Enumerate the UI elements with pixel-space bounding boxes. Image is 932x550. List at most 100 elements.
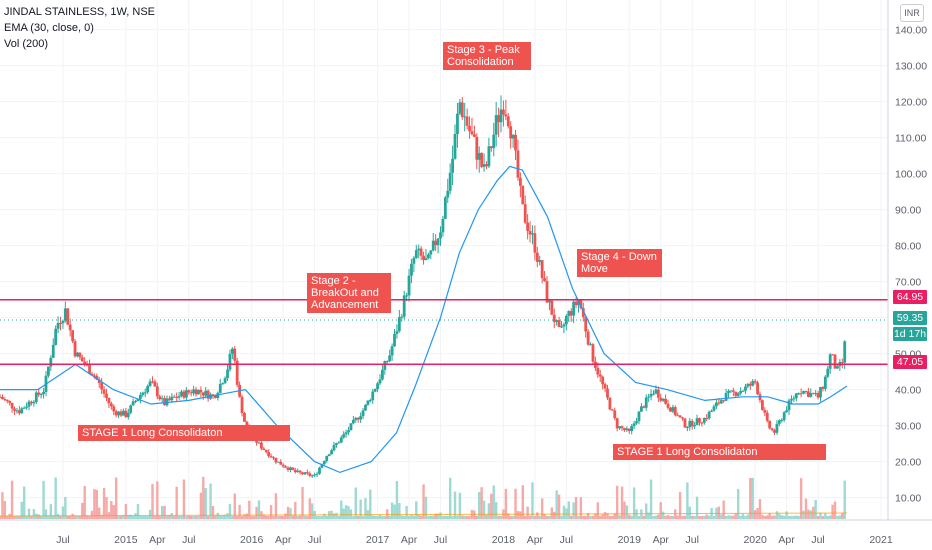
- volume-bar: [766, 515, 769, 519]
- candle-body: [470, 131, 474, 135]
- candle-body: [342, 434, 346, 438]
- volume-bar: [456, 515, 459, 519]
- annotation-stage1-right[interactable]: STAGE 1 Long Consolidaton: [613, 444, 826, 460]
- volume-bar: [567, 501, 570, 519]
- candle-body: [610, 409, 614, 411]
- time-axis[interactable]: Jul 2015 Apr Jul 2016 Apr Jul 2017 Apr Jul 2018 Apr…: [0, 519, 932, 546]
- volume-bar: [746, 514, 750, 519]
- volume-bar: [516, 511, 520, 519]
- ema-indicator-label[interactable]: EMA (30, close, 0): [4, 22, 94, 34]
- volume-bar: [647, 512, 650, 519]
- currency-badge[interactable]: INR: [900, 4, 924, 22]
- volume-bar: [405, 505, 408, 519]
- volume-bar: [410, 514, 413, 519]
- annotation-stage4[interactable]: Stage 4 - Down Move: [577, 249, 662, 277]
- candle-body: [356, 417, 360, 420]
- x-tick-label: Apr: [401, 534, 418, 546]
- volume-bar: [785, 511, 788, 519]
- volume-bar: [144, 516, 147, 519]
- volume-bar: [376, 516, 379, 519]
- volume-bar: [599, 515, 602, 519]
- candle-body: [441, 218, 445, 233]
- grid-lines: [0, 0, 888, 520]
- annotation-stage3[interactable]: Stage 3 - Peak Consolidation: [443, 42, 531, 70]
- volume-bar: [637, 516, 641, 519]
- candle-body: [422, 255, 425, 261]
- candle-body: [141, 392, 145, 395]
- candle-body: [76, 352, 79, 357]
- candle-body: [538, 260, 542, 262]
- candle-body: [690, 420, 694, 427]
- candle-body: [390, 346, 394, 356]
- candle-body: [197, 389, 200, 395]
- volume-bar: [591, 515, 595, 519]
- candle-body: [131, 401, 135, 406]
- candle-body: [361, 410, 365, 417]
- candle-body: [155, 386, 159, 397]
- annotation-stage1-left[interactable]: STAGE 1 Long Consolidaton: [78, 425, 290, 441]
- volume-bar: [831, 504, 834, 519]
- candle-body: [315, 473, 319, 475]
- candle-body: [494, 115, 498, 135]
- x-tick-label: Apr: [149, 534, 166, 546]
- candle-body: [763, 410, 767, 413]
- symbol-title[interactable]: JINDAL STAINLESS, 1W, NSE: [4, 6, 155, 18]
- volume-bar: [628, 514, 631, 519]
- volume-bar: [422, 484, 425, 519]
- volume-bar: [199, 492, 203, 519]
- volume-bar: [514, 488, 517, 519]
- volume-bar: [168, 515, 171, 519]
- candle-body: [405, 295, 409, 297]
- candle-body: [61, 320, 65, 324]
- volume-bar: [727, 515, 730, 519]
- volume-bar: [519, 511, 522, 519]
- candle-body: [180, 391, 183, 397]
- volume-bar: [645, 503, 648, 519]
- volume-bar: [298, 515, 302, 519]
- candle-body: [412, 257, 416, 264]
- candle-body: [577, 300, 580, 306]
- candle-body: [37, 392, 41, 395]
- candle-body: [518, 177, 522, 186]
- volume-bar: [153, 515, 157, 519]
- candle-body: [489, 146, 493, 149]
- annotation-stage2[interactable]: Stage 2 - BreakOut and Advancement: [307, 273, 391, 313]
- candle-body: [826, 368, 830, 377]
- candle-body: [385, 361, 389, 363]
- candle-body: [192, 389, 196, 394]
- volume-bar: [395, 480, 399, 519]
- volume-bar: [311, 503, 314, 519]
- volume-bar: [729, 515, 733, 519]
- volume-bar: [361, 515, 365, 519]
- volume-bar: [584, 515, 587, 519]
- candle-body: [649, 393, 653, 397]
- candle-body: [417, 248, 421, 251]
- volume-bar: [131, 515, 135, 519]
- volume-bar: [524, 516, 527, 519]
- countdown-tag: 1d 17h: [893, 327, 927, 341]
- volume-bar: [720, 514, 723, 519]
- volume-bar: [371, 515, 374, 519]
- candle-body: [606, 388, 609, 398]
- candle-body: [487, 146, 491, 167]
- volume-bar: [332, 513, 336, 519]
- candle-body: [456, 113, 459, 135]
- candle-body: [124, 410, 128, 418]
- candle-body: [92, 375, 96, 377]
- price-axis[interactable]: 140.00 130.00 120.00 110.00 100.00 90.00 80.00…: [887, 0, 927, 520]
- candle-body: [245, 421, 249, 427]
- candle-body: [226, 369, 229, 379]
- volume-bar: [678, 492, 682, 519]
- candle-body: [644, 397, 648, 408]
- candle-body: [693, 425, 697, 427]
- volume-indicator-label[interactable]: Vol (200): [4, 38, 49, 50]
- x-tick-label: 2018: [492, 534, 516, 546]
- candle-body: [47, 366, 50, 376]
- volume-bar: [446, 515, 449, 519]
- volume-bar: [545, 515, 549, 519]
- candle-body: [715, 402, 718, 407]
- volume-bar: [819, 512, 822, 519]
- volume-bar: [782, 515, 786, 519]
